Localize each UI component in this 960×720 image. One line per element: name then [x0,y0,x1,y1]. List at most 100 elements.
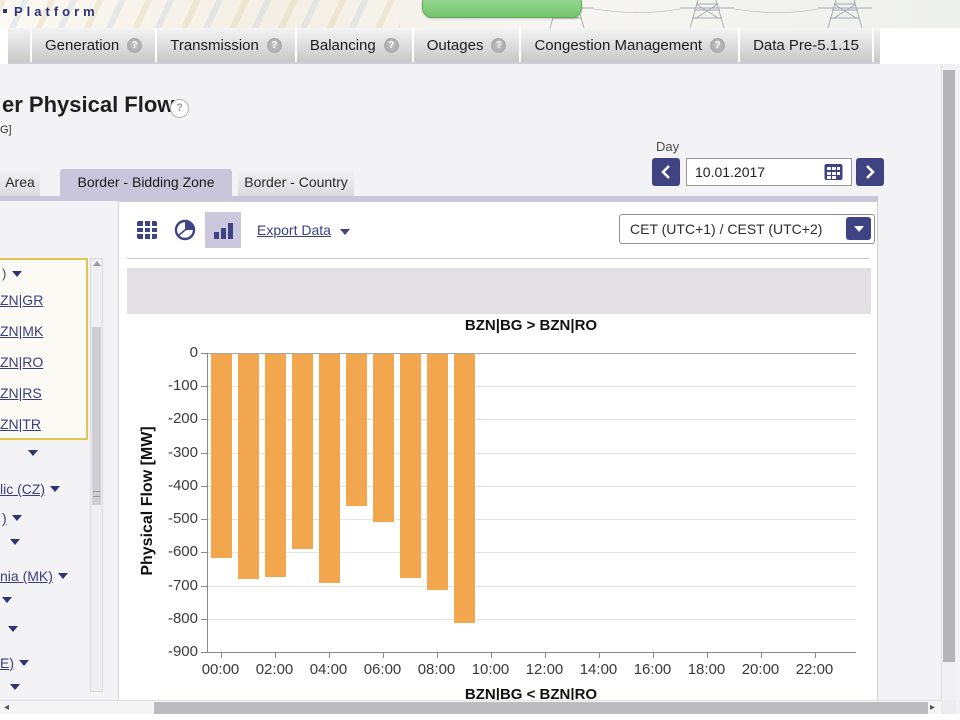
sidebar-country-item[interactable] [10,539,20,545]
timezone-value: CET (UTC+1) / CEST (UTC+2) [630,221,823,237]
chevron-down-icon [8,626,18,632]
sidebar-group-expander[interactable]: ) [2,266,23,281]
help-icon[interactable]: ? [710,37,726,53]
chevron-down-icon [12,270,23,277]
y-axis-tick-label: -400 [167,477,198,494]
toolbar-divider [127,258,869,259]
sidebar-group-label: ) [2,266,7,281]
gridline [208,552,856,553]
sidebar-zone-link[interactable]: ZN|TR [0,416,41,432]
sidebar-country-label[interactable]: E) [0,655,14,671]
logo-fragment [3,9,7,13]
gridline [208,419,856,420]
sidebar-country-item[interactable]: E) [0,655,29,671]
chart-view-button[interactable] [205,212,241,248]
chart-footer-label: BZN|BG < BZN|RO [464,686,598,703]
flow-bar[interactable] [346,354,367,506]
y-axis-tick-label: 0 [189,344,198,361]
help-icon[interactable]: ? [491,37,507,53]
list-item: ZN|MK [0,323,43,340]
nav-tab-data-pre-5-1-15[interactable]: Data Pre-5.1.15 [740,28,872,62]
sidebar-country-item[interactable] [2,597,12,603]
flow-bar[interactable] [265,354,286,577]
y-axis-tick-label: -500 [167,510,198,527]
y-axis-tick-mark [201,519,207,520]
flow-bar[interactable] [427,354,448,590]
horizontal-scrollbar[interactable]: ◂ ▸ [0,700,941,714]
x-axis-tick-mark [436,652,438,658]
sidebar-country-label[interactable]: nia (MK) [0,568,53,584]
nav-tab-balancing[interactable]: Balancing? [296,28,412,62]
tab-border-country[interactable]: Border - Country [238,169,354,196]
sidebar-country-item[interactable]: ) [2,510,22,526]
banner-green-button[interactable] [422,0,582,18]
tab-border-bidding-zone[interactable]: Border - Bidding Zone [60,169,232,196]
table-view-button[interactable] [129,212,165,248]
help-icon[interactable]: ? [266,37,282,53]
chevron-down-icon [57,573,68,579]
tab-area[interactable]: Area [0,169,40,196]
chevron-down-icon [11,515,22,521]
sidebar-zone-link[interactable]: ZN|GR [0,292,44,308]
chevron-down-icon [2,597,12,603]
y-axis-tick-mark [201,353,207,354]
sidebar-scrollbar[interactable] [90,258,103,692]
x-axis-tick-mark [598,652,600,658]
flow-bar[interactable] [400,354,421,578]
sidebar-country-item[interactable]: lic (CZ) [0,481,61,497]
nav-tab-label: Balancing [309,36,376,54]
map-view-button[interactable] [167,212,203,248]
nav-tab-transmission[interactable]: Transmission? [157,28,295,62]
previous-day-button[interactable] [652,158,680,186]
banner-decoration [0,0,400,28]
sidebar-scrollbar-thumb[interactable] [92,327,101,505]
sidebar-zone-link[interactable]: ZN|RS [0,385,42,401]
scroll-right-arrow-icon[interactable]: ▸ [930,702,936,713]
day-label: Day [656,139,680,154]
sidebar-country-item[interactable]: nia (MK) [0,568,68,584]
date-input[interactable]: 10.01.2017 [686,158,852,186]
y-axis-tick-mark [201,486,207,487]
sidebar-country-item[interactable] [8,626,18,632]
vertical-scrollbar[interactable] [941,64,956,700]
scroll-up-arrow-icon[interactable] [93,261,101,266]
timezone-dropdown-button[interactable] [846,217,871,240]
flow-bar[interactable] [373,354,394,522]
timezone-select[interactable]: CET (UTC+1) / CEST (UTC+2) [619,214,875,244]
flow-bar[interactable] [292,354,313,549]
title-help-icon[interactable]: ? [170,99,189,118]
export-data-button[interactable]: Export Data [257,222,350,238]
sidebar-country-label[interactable]: ) [2,510,7,526]
x-axis-tick-label: 04:00 [309,661,348,678]
vertical-scrollbar-thumb[interactable] [943,70,955,662]
plot-area [207,353,856,653]
nav-tab-generation[interactable]: Generation? [32,28,156,62]
chevron-down-icon [50,486,61,492]
sidebar-country-item[interactable] [10,684,20,690]
flow-bar[interactable] [454,354,475,623]
scroll-left-arrow-icon[interactable]: ◂ [4,702,10,713]
chevron-right-icon [866,165,875,179]
calendar-icon[interactable] [824,163,843,181]
next-day-button[interactable] [856,158,884,186]
table-icon [137,221,157,239]
y-axis-tick-label: -700 [167,577,198,594]
sidebar-zone-link[interactable]: ZN|RO [0,354,44,370]
help-icon[interactable]: ? [127,37,143,53]
x-axis-tick-label: 08:00 [417,661,456,678]
help-icon[interactable]: ? [383,37,399,53]
horizontal-scrollbar-thumb[interactable] [154,702,928,714]
flow-bar[interactable] [319,354,340,583]
nav-tab-label: Generation [45,36,120,54]
flow-bar[interactable] [238,354,259,579]
flow-bar[interactable] [211,354,232,558]
page-title: er Physical Flow [2,92,175,117]
sidebar-country-label[interactable]: lic (CZ) [0,481,46,497]
y-axis-tick-label: -200 [167,410,198,427]
sidebar-zone-link[interactable]: ZN|MK [0,323,44,339]
x-axis-tick-mark [760,652,762,658]
sidebar-country-item[interactable] [28,450,38,456]
nav-tab-outages[interactable]: Outages? [413,28,520,62]
nav-tab-congestion-management[interactable]: Congestion Management? [521,28,739,62]
